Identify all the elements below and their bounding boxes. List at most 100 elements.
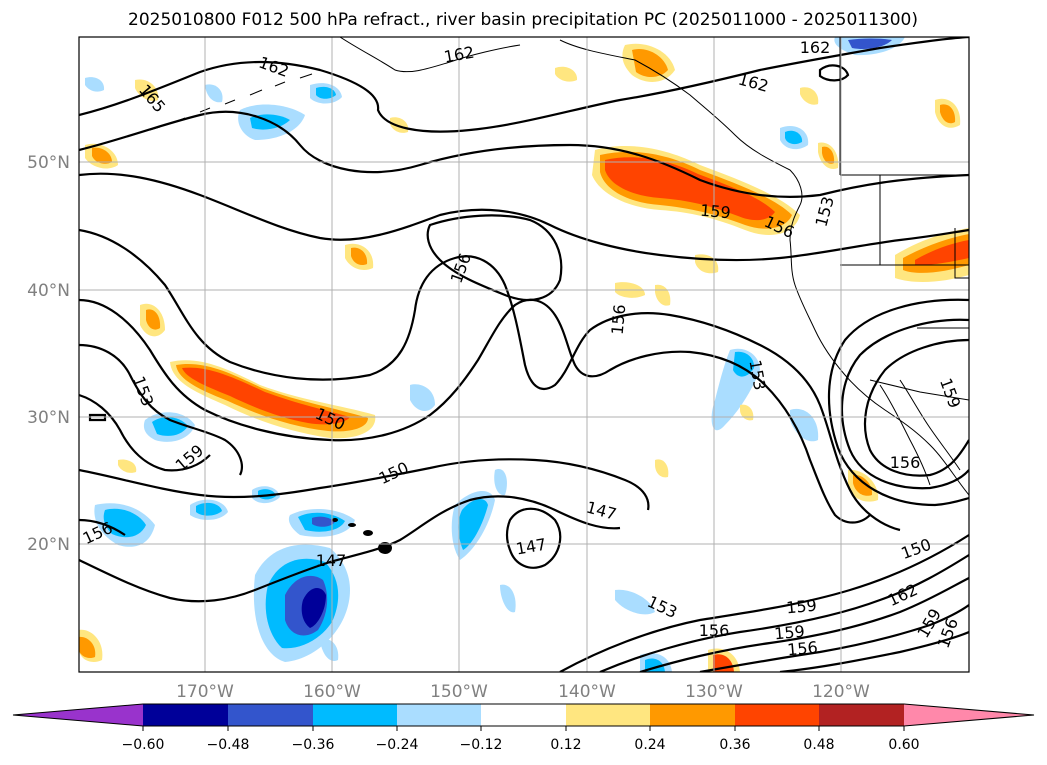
neg-region-d-mid — [196, 502, 222, 516]
contour-156-main — [79, 172, 969, 262]
neg-region-g-mid — [733, 351, 755, 377]
colorbar-extend-min — [13, 704, 143, 726]
contour-150-south — [79, 458, 650, 511]
neg-region-i-mid — [316, 86, 336, 99]
contour-jet-3 — [639, 577, 969, 672]
colorbar-bin — [481, 704, 566, 726]
contour-150-trough — [79, 298, 871, 524]
pos-region-9 — [555, 66, 578, 82]
neg-region-q — [85, 77, 105, 92]
neg-region-hawaii-darkest — [301, 588, 326, 628]
coastline-alaska — [339, 37, 803, 206]
neg-region-j-mid — [785, 130, 803, 145]
neg-region-a-dark — [312, 516, 335, 527]
colorbar-bin — [819, 704, 904, 726]
figure-title: 2025010800 F012 500 hPa refract., river … — [128, 10, 918, 30]
contour-lowring-3 — [827, 298, 969, 507]
colorbar-bin — [228, 704, 313, 726]
colorbar-bin — [143, 704, 228, 726]
height-contours — [79, 37, 969, 672]
border-state-4 — [954, 228, 969, 279]
pos-region-4-mid — [853, 474, 873, 496]
colorbar-ticks — [142, 726, 905, 731]
pos-region-12 — [655, 459, 669, 478]
pos-region-6-mid — [940, 104, 956, 124]
contour-153-west — [79, 343, 243, 476]
contour-lowring-1 — [863, 338, 969, 477]
lon-tick-label: 170°W — [176, 682, 234, 702]
lon-tick-label: 130°W — [685, 682, 743, 702]
colorbar-tick-label: 0.24 — [634, 737, 665, 753]
precip-shading — [79, 37, 969, 672]
colorbar-tick-label: −0.60 — [122, 737, 165, 753]
pos-region-alaska-mid — [632, 49, 668, 78]
colorbar-tick-label: 0.60 — [888, 737, 919, 753]
contour-159-north — [79, 110, 969, 198]
pos-region-14 — [390, 117, 409, 133]
pos-region-15 — [118, 459, 137, 473]
pos-region-2-mid — [351, 247, 368, 266]
neg-region-r — [205, 84, 223, 103]
lat-tick-label: 20°N — [27, 535, 70, 555]
lat-tick-label: 30°N — [27, 408, 70, 428]
contour-jet-4 — [699, 604, 969, 672]
lon-tick-label: 160°W — [303, 682, 361, 702]
neg-region-k-dark — [848, 38, 892, 50]
contour-label: 156 — [699, 621, 730, 640]
pos-region-1-mid — [146, 309, 161, 330]
contour-label: 156 — [608, 303, 630, 335]
lon-tick-label: 150°W — [430, 682, 488, 702]
contour-156-southwest — [79, 518, 126, 536]
colorbar-bin — [397, 704, 481, 726]
contour-label: 159 — [785, 596, 817, 618]
contour-jet-1 — [559, 534, 969, 672]
contour-label: 147 — [316, 551, 347, 570]
coastline-baja — [879, 384, 931, 486]
island-maui — [363, 530, 373, 536]
coastline-na-west — [789, 204, 969, 496]
island-oahu — [348, 523, 356, 527]
contour-label: 156 — [786, 638, 818, 660]
colorbar-bin — [313, 704, 397, 726]
pos-region-11-mid — [79, 636, 96, 659]
colorbar-tick-label: −0.24 — [376, 737, 419, 753]
pos-region-3-mid — [92, 147, 112, 164]
coastline-gulf-ca — [899, 379, 961, 471]
colorbar-tick-label: 0.12 — [550, 737, 581, 753]
lat-tick-label: 50°N — [27, 153, 70, 173]
contour-label: 156 — [890, 453, 921, 472]
neg-region-s — [410, 384, 435, 412]
island-kauai — [332, 518, 338, 522]
neg-region-t — [320, 639, 339, 661]
contour-label: 159 — [773, 622, 805, 644]
pos-region-nw-band-strong — [605, 157, 775, 221]
contour-closed-156 — [426, 214, 563, 302]
lat-tick-label: 40°N — [27, 281, 70, 301]
colorbar-bin — [650, 704, 735, 726]
lat-axis: 50°N 40°N 30°N 20°N — [27, 153, 70, 555]
neg-region-m — [494, 469, 507, 496]
pos-region-7-mid — [822, 146, 835, 164]
colorbar: −0.60 −0.48 −0.36 −0.24 −0.12 0.12 0.24 … — [12, 703, 1035, 753]
colorbar-tick-label: 0.48 — [803, 737, 834, 753]
contour-small-loop-2 — [818, 64, 850, 82]
contour-159-west — [79, 393, 211, 472]
colorbar-tick-label: −0.12 — [460, 737, 503, 753]
contour-jet-5 — [779, 630, 969, 672]
contour-small-loop-1 — [88, 413, 107, 422]
colorbar-extend-max — [904, 704, 1034, 726]
colorbar-bin — [566, 704, 650, 726]
contour-147-south — [79, 495, 621, 603]
neg-region-f-mid — [458, 498, 488, 550]
neg-region-o — [615, 589, 655, 615]
map-frame — [78, 36, 970, 673]
lon-tick-label: 120°W — [812, 682, 870, 702]
contour-lowring-2 — [840, 318, 969, 490]
colorbar-tick-label: −0.36 — [292, 737, 335, 753]
lon-axis: 170°W 160°W 150°W 140°W 130°W 120°W — [176, 682, 870, 702]
pos-region-13 — [800, 87, 819, 105]
colorbar-tick-label: −0.48 — [207, 737, 250, 753]
contour-label: 162 — [800, 38, 831, 57]
border-us-mexico — [869, 379, 969, 401]
